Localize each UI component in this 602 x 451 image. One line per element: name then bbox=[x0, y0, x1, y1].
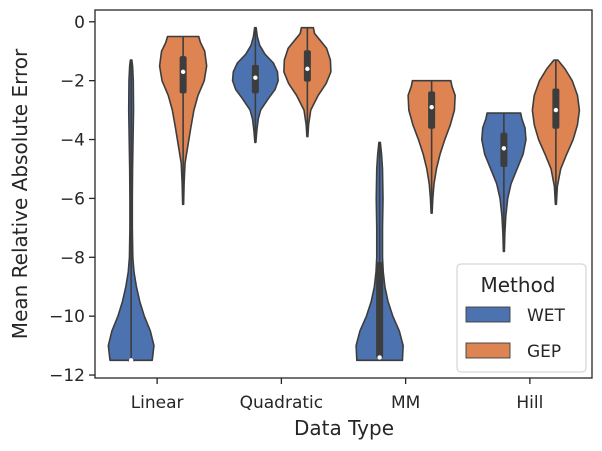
median-marker-wet-hill bbox=[501, 146, 507, 151]
x-tick-label-hill: Hill bbox=[516, 393, 543, 413]
median-marker-wet-linear bbox=[128, 358, 134, 363]
iqr-box-gep-linear bbox=[179, 56, 187, 94]
y-tick-label: −4 bbox=[60, 131, 85, 151]
median-marker-gep-linear bbox=[180, 69, 186, 75]
x-axis-label: Data Type bbox=[294, 416, 394, 440]
legend-title: Method bbox=[480, 273, 555, 297]
iqr-box-gep-mm bbox=[428, 91, 436, 129]
plot-frame bbox=[94, 9, 593, 379]
legend-label-wet: WET bbox=[527, 306, 566, 326]
y-tick-label: −6 bbox=[60, 189, 85, 209]
legend-swatch-wet bbox=[465, 306, 511, 323]
y-tick-label: −10 bbox=[49, 307, 85, 327]
median-marker-wet-quadratic bbox=[253, 75, 258, 80]
median-marker-gep-mm bbox=[429, 104, 434, 110]
iqr-box-wet-mm bbox=[376, 262, 384, 359]
median-marker-wet-mm bbox=[377, 355, 382, 360]
violin-layer bbox=[107, 26, 581, 363]
y-axis: 0 −2 −4 −6 −8 −10 −12 bbox=[49, 13, 95, 386]
x-tick-label-quadratic: Quadratic bbox=[240, 393, 324, 413]
y-tick-label: −2 bbox=[60, 72, 85, 92]
y-tick-label: −12 bbox=[49, 366, 85, 386]
median-marker-gep-hill bbox=[553, 107, 559, 113]
median-marker-gep-quadratic bbox=[305, 66, 310, 72]
legend-swatch-gep bbox=[465, 342, 511, 359]
y-tick-label: 0 bbox=[74, 13, 85, 33]
y-tick-label: −8 bbox=[60, 248, 85, 268]
y-axis-label: Mean Relative Absolute Error bbox=[8, 48, 32, 339]
iqr-box-gep-quadratic bbox=[303, 50, 311, 82]
legend-label-gep: GEP bbox=[527, 342, 561, 362]
x-tick-label-linear: Linear bbox=[131, 393, 184, 413]
x-axis: Linear Quadratic MM Hill bbox=[131, 378, 543, 413]
x-tick-label-mm: MM bbox=[391, 393, 420, 413]
legend: Method WET GEP bbox=[456, 263, 587, 373]
